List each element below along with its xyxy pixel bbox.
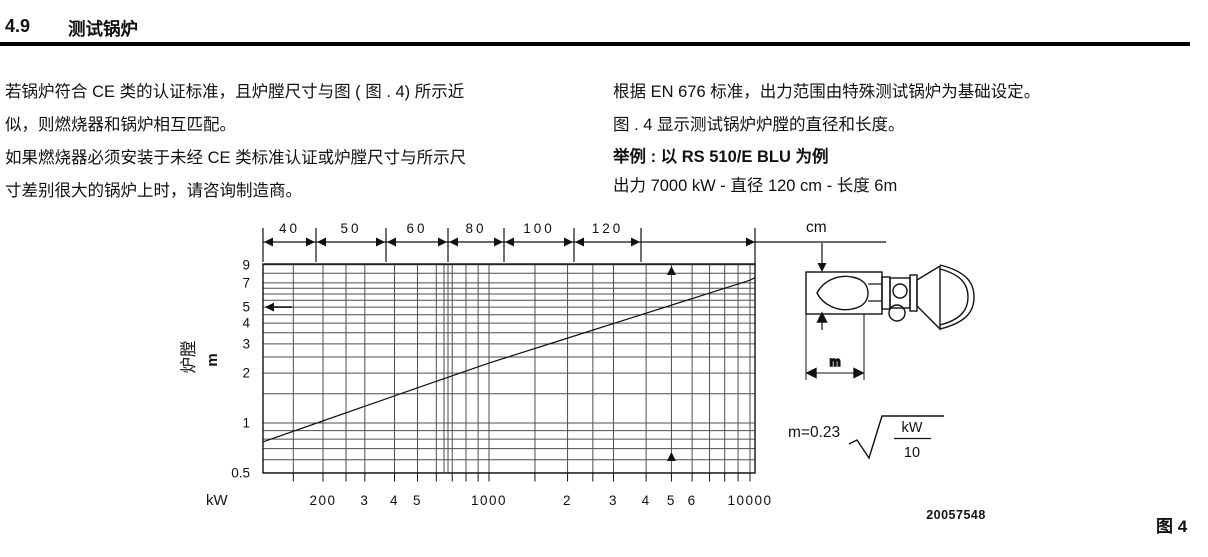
example-arrows xyxy=(265,266,676,461)
arrowhead-right xyxy=(853,367,865,379)
arrowhead-right xyxy=(631,237,640,247)
example-detail: 出力 7000 kW - 直径 120 cm - 长度 6m xyxy=(613,177,898,195)
x-tick-label: 200 xyxy=(309,493,336,508)
top-axis-segment-label: 60 xyxy=(406,221,427,236)
chart-grid xyxy=(263,264,755,474)
x-tick-label: 3 xyxy=(609,493,618,508)
power-length-line xyxy=(262,277,756,443)
x-tick-label: 4 xyxy=(642,493,651,508)
text-line: 图 . 4 显示测试锅炉炉膛的直径和长度。 xyxy=(613,116,905,134)
y-axis: 9 7 54 3 2 1 0.5 炉膛 m xyxy=(179,257,250,480)
burner-flange xyxy=(881,276,891,310)
top-axis-unit-label: cm xyxy=(806,219,827,236)
x-tick-label: 2 xyxy=(563,493,572,508)
text-line: 似，则燃烧器和锅炉相互匹配。 xyxy=(5,116,236,134)
y-tick-label: 9 xyxy=(242,257,250,272)
intro-right-column: 根据 EN 676 标准，出力范围由特殊测试锅炉为基础设定。 图 . 4 显示测… xyxy=(613,76,1203,200)
arrowhead-down xyxy=(817,263,827,272)
x-tick-label: 6 xyxy=(688,493,697,508)
formula-lhs: m=0.23 xyxy=(788,424,840,441)
text-line: 根据 EN 676 标准，出力范围由特殊测试锅炉为基础设定。 xyxy=(613,83,1041,101)
boiler-length-label: m xyxy=(829,355,840,369)
top-axis-segment-label: 80 xyxy=(465,221,486,236)
formula-numerator: kW xyxy=(902,420,923,436)
radical-sign xyxy=(848,415,944,460)
top-axis-segment-label: 100 xyxy=(523,221,555,236)
section-title: 测试锅炉 xyxy=(68,19,138,39)
burner-head-inner xyxy=(939,268,969,326)
y-tick-label: 5 xyxy=(242,300,250,315)
arrowhead-up xyxy=(666,452,676,461)
y-tick-label: 4 xyxy=(242,316,250,331)
arrowhead-left xyxy=(387,237,396,247)
arrowhead-left xyxy=(805,367,817,379)
figure-caption: 图 4 xyxy=(1156,517,1188,536)
burner-port xyxy=(888,304,906,322)
top-axis-segment-label: 40 xyxy=(279,221,300,236)
chart-frame xyxy=(262,263,756,474)
arrowhead-left xyxy=(265,302,274,312)
y-tick-label: 2 xyxy=(242,366,250,381)
burner-head-outer xyxy=(939,264,975,330)
header-rule xyxy=(0,42,1190,46)
arrowhead-left xyxy=(317,237,326,247)
x-axis-unit-label: kW xyxy=(206,492,229,509)
arrowhead-right xyxy=(306,237,315,247)
arrowhead-up xyxy=(666,266,676,275)
arrowhead-right xyxy=(564,237,573,247)
flame-shape xyxy=(816,275,869,311)
arrowhead-right xyxy=(746,237,755,247)
y-tick-label: 0.5 xyxy=(231,465,250,480)
burner-cone xyxy=(916,264,941,331)
x-tick-label: 1000 xyxy=(471,493,507,508)
arrowhead-up xyxy=(816,311,828,323)
arrowhead-right xyxy=(376,237,385,247)
x-tick-label: 4 xyxy=(390,493,399,508)
arrowhead-left xyxy=(505,237,514,247)
burner-port xyxy=(892,283,908,299)
arrowhead-right xyxy=(438,237,447,247)
arrowhead-right xyxy=(494,237,503,247)
arrowhead-left xyxy=(449,237,458,247)
top-axis-segment-label: 120 xyxy=(592,221,624,236)
example-title: 举例 : 以 RS 510/E BLU 为例 xyxy=(613,148,829,166)
formula-denominator: 10 xyxy=(904,445,920,461)
arrowhead-left xyxy=(575,237,584,247)
x-tick-label: 3 xyxy=(360,493,369,508)
text-line: 寸差别很大的锅炉上时，请咨询制造商。 xyxy=(5,182,302,200)
intro-left-column: 若锅炉符合 CE 类的认证标准，且炉膛尺寸与图 ( 图 . 4) 所示近 似，则… xyxy=(5,76,597,208)
y-tick-label: 3 xyxy=(242,336,250,351)
x-tick-label: 5 xyxy=(667,493,676,508)
top-axis-cm: 40 50 60 80 100 120 cm xyxy=(262,219,886,272)
figure-code: 20057548 xyxy=(926,508,986,522)
y-tick-label: 1 xyxy=(242,416,250,431)
burner-flange xyxy=(909,274,918,312)
y-tick-label: 7 xyxy=(242,275,250,290)
arrowhead-left xyxy=(264,237,273,247)
text-line: 如果燃烧器必须安装于未经 CE 类标准认证或炉膛尺寸与所示尺 xyxy=(5,149,467,167)
y-axis-title: 炉膛 xyxy=(179,341,198,374)
x-tick-label: 10000 xyxy=(727,493,772,508)
section-number: 4.9 xyxy=(5,16,31,36)
top-axis-segment-label: 50 xyxy=(340,221,361,236)
length-formula: m=0.23 kW 10 xyxy=(788,415,944,461)
test-boiler-diagram: m xyxy=(805,264,975,380)
x-tick-label: 5 xyxy=(413,493,422,508)
y-axis-unit-label: m xyxy=(204,353,221,366)
text-line: 若锅炉符合 CE 类的认证标准，且炉膛尺寸与图 ( 图 . 4) 所示近 xyxy=(5,83,465,101)
